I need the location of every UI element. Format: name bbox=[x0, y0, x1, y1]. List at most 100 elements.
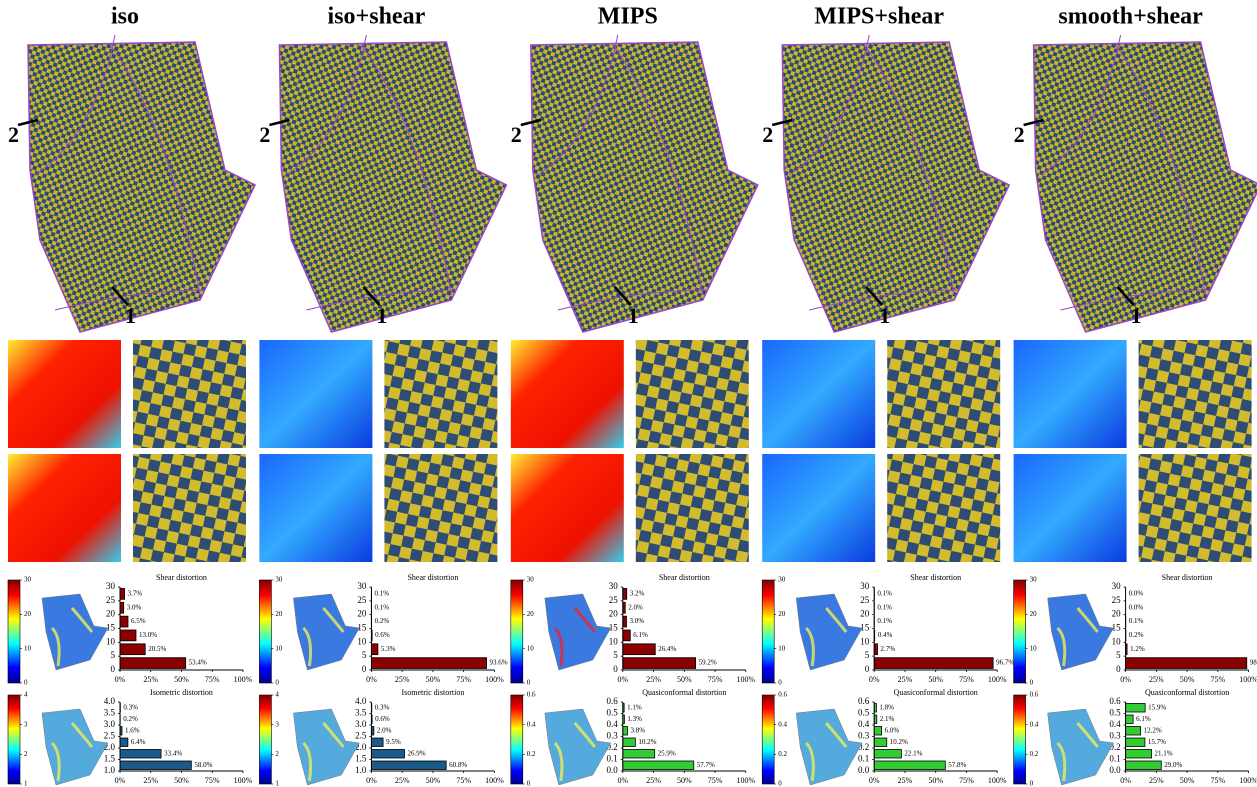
y-tick-label: 0 bbox=[613, 664, 618, 674]
distortion-zoom bbox=[511, 340, 624, 448]
x-tick-label: 0% bbox=[869, 675, 880, 684]
value-label: 22.1% bbox=[904, 749, 922, 757]
bar bbox=[371, 658, 486, 669]
value-label: 0.1% bbox=[375, 603, 390, 611]
texture-zoom bbox=[887, 454, 1000, 562]
colorbar-tick-label: 2 bbox=[275, 750, 279, 758]
value-label: 0.3% bbox=[123, 703, 138, 711]
y-tick-label: 30 bbox=[609, 581, 619, 591]
x-tick-label: 75% bbox=[708, 776, 723, 785]
colorbar-tick-label: 0.4 bbox=[778, 720, 787, 728]
x-tick-label: 50% bbox=[677, 675, 692, 684]
x-tick-label: 25% bbox=[1149, 776, 1164, 785]
value-label: 6.0% bbox=[885, 726, 900, 734]
x-tick-label: 75% bbox=[205, 776, 220, 785]
distortion-zoom bbox=[1014, 454, 1127, 562]
bar bbox=[120, 738, 128, 747]
texture-zoom bbox=[384, 454, 497, 562]
bar bbox=[623, 750, 655, 759]
colorbar-tick-label: 1 bbox=[24, 780, 28, 787]
x-tick-label: 100% bbox=[234, 675, 253, 684]
value-label: 0.2% bbox=[123, 715, 138, 723]
y-tick-label: 10 bbox=[1112, 636, 1122, 646]
value-label: 0.0% bbox=[1129, 603, 1144, 611]
y-tick-label: 2.5 bbox=[355, 731, 367, 741]
x-tick-label: 50% bbox=[928, 776, 943, 785]
y-tick-label: 5 bbox=[613, 650, 618, 660]
value-label: 1.3% bbox=[627, 715, 642, 723]
colorbar-tick-label: 1 bbox=[275, 780, 279, 787]
x-tick-label: 75% bbox=[456, 675, 471, 684]
bar bbox=[874, 761, 945, 770]
colorbar-tick-label: 0.6 bbox=[527, 691, 536, 699]
x-tick-label: 100% bbox=[485, 776, 504, 785]
bar bbox=[874, 727, 881, 736]
distortion-zoom bbox=[8, 454, 121, 562]
value-label: 0.0% bbox=[1129, 590, 1144, 598]
value-label: 0.2% bbox=[375, 617, 390, 625]
value-label: 20.5% bbox=[148, 645, 166, 653]
colorbar-tick-label: 0.6 bbox=[1030, 691, 1039, 699]
x-tick-label: 75% bbox=[1211, 776, 1226, 785]
mesh-thumbnail bbox=[42, 709, 108, 785]
y-tick-label: 10 bbox=[357, 636, 367, 646]
value-label: 0.1% bbox=[1129, 617, 1144, 625]
bar bbox=[623, 658, 696, 669]
y-tick-label: 5 bbox=[362, 650, 367, 660]
value-label: 3.0% bbox=[127, 603, 142, 611]
value-label: 58.0% bbox=[194, 761, 212, 769]
y-tick-label: 5 bbox=[865, 650, 870, 660]
y-tick-label: 0.1 bbox=[607, 754, 618, 764]
y-tick-label: 0.4 bbox=[858, 719, 870, 729]
bar bbox=[623, 644, 655, 655]
colorbar-tick-label: 0.4 bbox=[1030, 720, 1039, 728]
y-tick-label: 0.3 bbox=[858, 731, 870, 741]
y-tick-label: 0.6 bbox=[858, 696, 870, 706]
mesh-thumbnail bbox=[796, 709, 862, 785]
model-render bbox=[279, 42, 506, 332]
x-tick-label: 100% bbox=[736, 776, 755, 785]
value-label: 93.6% bbox=[490, 659, 508, 667]
y-tick-label: 20 bbox=[860, 609, 870, 619]
y-tick-label: 25 bbox=[357, 595, 367, 605]
chart-title: Shear distortion bbox=[1162, 573, 1213, 582]
y-tick-label: 15 bbox=[1112, 623, 1122, 633]
y-tick-label: 20 bbox=[1112, 609, 1122, 619]
x-tick-label: 0% bbox=[1120, 776, 1131, 785]
colorbar-tick-label: 0 bbox=[1030, 780, 1034, 787]
distortion-zoom bbox=[762, 340, 875, 448]
y-tick-label: 0.0 bbox=[607, 765, 619, 775]
marker-label: 2 bbox=[259, 122, 270, 147]
texture-zoom bbox=[384, 340, 497, 448]
x-tick-label: 25% bbox=[646, 675, 661, 684]
y-tick-label: 15 bbox=[860, 623, 870, 633]
y-tick-label: 4.0 bbox=[104, 696, 116, 706]
bar bbox=[371, 761, 446, 770]
bar bbox=[1126, 658, 1247, 669]
y-tick-label: 25 bbox=[106, 595, 116, 605]
y-tick-label: 30 bbox=[860, 581, 870, 591]
y-tick-label: 15 bbox=[609, 623, 619, 633]
bar bbox=[623, 589, 627, 600]
bar bbox=[120, 616, 128, 627]
value-label: 3.7% bbox=[128, 590, 143, 598]
colorbar-tick-label: 0 bbox=[24, 679, 28, 687]
x-tick-label: 25% bbox=[143, 675, 158, 684]
model-render bbox=[28, 42, 255, 332]
x-tick-label: 100% bbox=[485, 675, 504, 684]
mesh-thumbnail bbox=[545, 594, 611, 670]
colorbar-tick-label: 10 bbox=[527, 644, 535, 652]
x-tick-label: 25% bbox=[646, 776, 661, 785]
value-label: 26.4% bbox=[658, 645, 676, 653]
colorbar-tick-label: 30 bbox=[275, 576, 283, 584]
value-label: 6.5% bbox=[131, 617, 146, 625]
colorbar-tick-label: 30 bbox=[24, 576, 32, 584]
bar bbox=[874, 750, 901, 759]
x-tick-label: 75% bbox=[456, 776, 471, 785]
value-label: 0.6% bbox=[375, 715, 390, 723]
value-label: 9.5% bbox=[386, 738, 401, 746]
colorbar bbox=[1014, 695, 1026, 784]
value-label: 33.4% bbox=[164, 749, 182, 757]
bar bbox=[371, 644, 378, 655]
y-tick-label: 0.4 bbox=[1109, 719, 1121, 729]
